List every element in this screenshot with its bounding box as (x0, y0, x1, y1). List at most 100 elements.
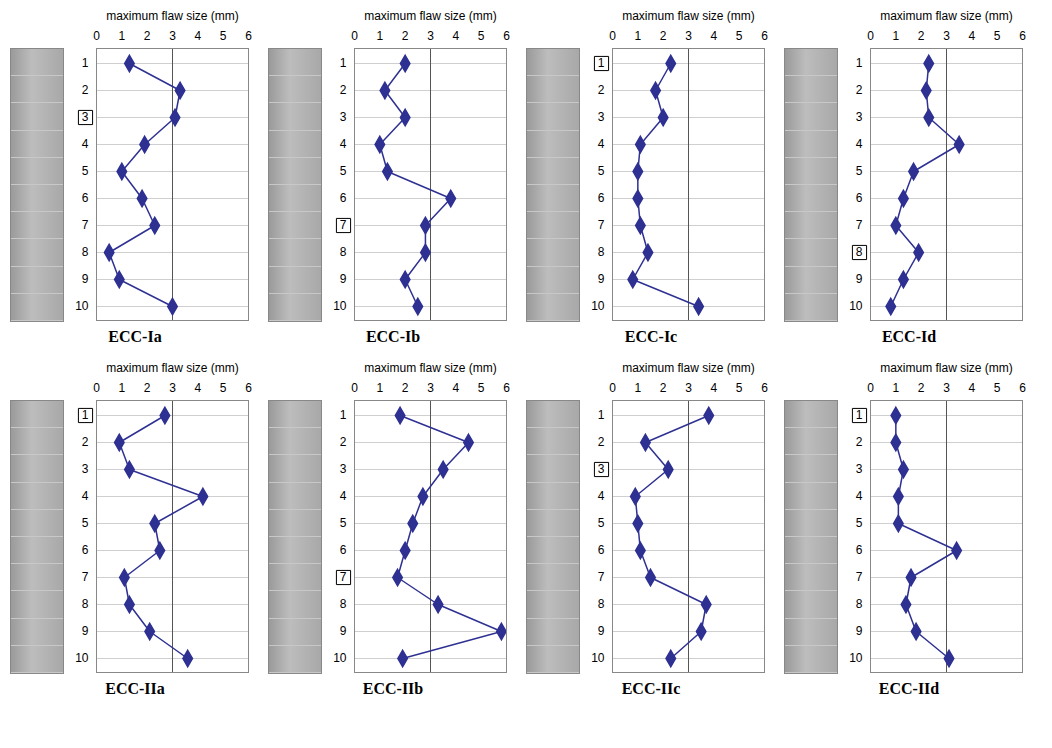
svg-text:7: 7 (340, 570, 347, 584)
svg-text:9: 9 (856, 272, 863, 286)
svg-text:6: 6 (1019, 381, 1026, 395)
svg-text:4: 4 (710, 29, 717, 43)
svg-text:6: 6 (245, 381, 252, 395)
svg-text:10: 10 (591, 651, 605, 665)
svg-text:10: 10 (333, 299, 347, 313)
svg-text:1: 1 (82, 56, 89, 70)
svg-text:6: 6 (761, 29, 768, 43)
svg-text:2: 2 (82, 435, 89, 449)
svg-text:6: 6 (598, 543, 605, 557)
svg-text:1: 1 (376, 29, 383, 43)
svg-text:10: 10 (75, 299, 89, 313)
svg-text:maximum flaw size (mm): maximum flaw size (mm) (880, 9, 1013, 23)
svg-text:2: 2 (340, 435, 347, 449)
svg-text:5: 5 (82, 516, 89, 530)
svg-text:6: 6 (82, 191, 89, 205)
svg-text:6: 6 (340, 543, 347, 557)
svg-text:5: 5 (994, 29, 1001, 43)
svg-text:3: 3 (82, 462, 89, 476)
svg-text:5: 5 (340, 516, 347, 530)
svg-text:3: 3 (856, 110, 863, 124)
svg-text:6: 6 (856, 543, 863, 557)
svg-text:8: 8 (598, 597, 605, 611)
svg-text:maximum flaw size (mm): maximum flaw size (mm) (622, 361, 755, 375)
svg-text:4: 4 (340, 137, 347, 151)
svg-text:3: 3 (340, 110, 347, 124)
svg-text:4: 4 (194, 29, 201, 43)
svg-text:5: 5 (220, 381, 227, 395)
svg-text:4: 4 (856, 489, 863, 503)
svg-text:maximum flaw size (mm): maximum flaw size (mm) (364, 9, 497, 23)
svg-text:1: 1 (634, 381, 641, 395)
svg-text:3: 3 (427, 381, 434, 395)
svg-text:9: 9 (598, 624, 605, 638)
svg-text:6: 6 (1019, 29, 1026, 43)
svg-text:5: 5 (220, 29, 227, 43)
svg-text:4: 4 (598, 137, 605, 151)
svg-text:6: 6 (340, 191, 347, 205)
svg-text:1: 1 (856, 408, 863, 422)
svg-text:2: 2 (856, 83, 863, 97)
svg-text:6: 6 (245, 29, 252, 43)
svg-text:7: 7 (856, 218, 863, 232)
svg-text:4: 4 (968, 29, 975, 43)
svg-text:9: 9 (82, 272, 89, 286)
svg-text:5: 5 (598, 516, 605, 530)
svg-text:3: 3 (427, 29, 434, 43)
svg-text:2: 2 (82, 83, 89, 97)
svg-text:5: 5 (340, 164, 347, 178)
svg-text:1: 1 (340, 408, 347, 422)
svg-text:maximum flaw size (mm): maximum flaw size (mm) (880, 361, 1013, 375)
svg-text:5: 5 (856, 516, 863, 530)
svg-text:10: 10 (333, 651, 347, 665)
svg-text:3: 3 (943, 29, 950, 43)
svg-text:10: 10 (591, 299, 605, 313)
svg-text:4: 4 (194, 381, 201, 395)
svg-text:8: 8 (340, 245, 347, 259)
svg-text:3: 3 (169, 29, 176, 43)
svg-text:3: 3 (856, 462, 863, 476)
svg-text:4: 4 (598, 489, 605, 503)
svg-text:8: 8 (82, 597, 89, 611)
svg-text:maximum flaw size (mm): maximum flaw size (mm) (622, 9, 755, 23)
svg-text:3: 3 (598, 462, 605, 476)
svg-text:3: 3 (169, 381, 176, 395)
svg-text:8: 8 (340, 597, 347, 611)
svg-text:8: 8 (82, 245, 89, 259)
svg-text:0: 0 (867, 381, 874, 395)
svg-text:8: 8 (856, 245, 863, 259)
svg-text:6: 6 (598, 191, 605, 205)
svg-text:2: 2 (144, 381, 151, 395)
svg-text:5: 5 (856, 164, 863, 178)
svg-text:10: 10 (849, 651, 863, 665)
svg-text:4: 4 (82, 137, 89, 151)
svg-text:2: 2 (402, 381, 409, 395)
svg-text:10: 10 (849, 299, 863, 313)
svg-text:7: 7 (598, 570, 605, 584)
svg-text:7: 7 (82, 218, 89, 232)
svg-text:1: 1 (598, 408, 605, 422)
svg-text:3: 3 (598, 110, 605, 124)
svg-text:maximum flaw size (mm): maximum flaw size (mm) (106, 9, 239, 23)
svg-text:9: 9 (340, 624, 347, 638)
svg-text:6: 6 (856, 191, 863, 205)
svg-text:4: 4 (710, 381, 717, 395)
svg-text:8: 8 (598, 245, 605, 259)
svg-text:4: 4 (968, 381, 975, 395)
svg-text:4: 4 (452, 381, 459, 395)
svg-text:1: 1 (892, 29, 899, 43)
svg-text:9: 9 (340, 272, 347, 286)
svg-text:0: 0 (93, 381, 100, 395)
svg-text:6: 6 (761, 381, 768, 395)
svg-text:0: 0 (93, 29, 100, 43)
svg-text:1: 1 (376, 381, 383, 395)
svg-text:2: 2 (856, 435, 863, 449)
svg-text:1: 1 (118, 381, 125, 395)
svg-text:3: 3 (685, 381, 692, 395)
svg-text:1: 1 (856, 56, 863, 70)
svg-text:9: 9 (598, 272, 605, 286)
svg-text:5: 5 (994, 381, 1001, 395)
svg-text:5: 5 (478, 29, 485, 43)
svg-text:0: 0 (351, 381, 358, 395)
svg-text:9: 9 (82, 624, 89, 638)
